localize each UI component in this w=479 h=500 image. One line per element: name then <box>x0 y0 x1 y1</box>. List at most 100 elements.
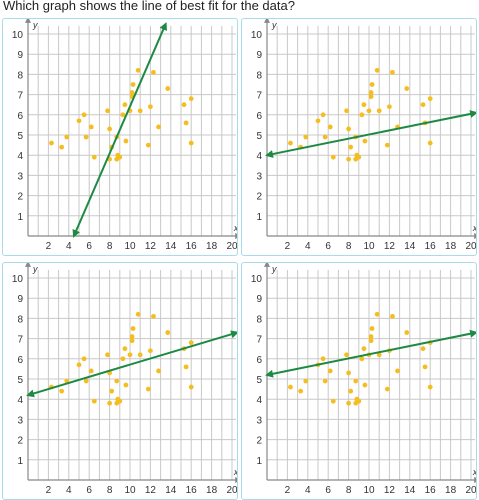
data-point <box>76 118 82 124</box>
data-point <box>420 346 426 352</box>
y-tick-label: 5 <box>256 131 262 142</box>
data-point <box>288 140 293 146</box>
data-point <box>183 364 189 370</box>
data-point <box>145 386 151 392</box>
data-point <box>130 82 136 87</box>
data-point <box>346 126 351 132</box>
data-point <box>359 112 365 118</box>
scatter-plot-1: 246810121416182012345678910xy <box>12 19 237 252</box>
data-point <box>129 334 135 339</box>
answer-choice-1[interactable]: 246810121416182012345678910xy <box>2 18 238 256</box>
answer-choice-2[interactable]: 246810121416182012345678910xy <box>241 18 477 256</box>
x-tick-label: 18 <box>206 485 218 496</box>
y-tick-label: 8 <box>17 70 23 81</box>
data-point <box>330 398 336 404</box>
data-point <box>123 138 129 144</box>
data-point <box>91 154 97 160</box>
data-point <box>320 356 326 362</box>
data-point <box>427 140 433 146</box>
data-point <box>362 138 368 144</box>
data-point <box>315 118 321 124</box>
data-point <box>369 82 375 87</box>
x-axis-label: x <box>233 223 237 233</box>
data-point <box>83 134 89 140</box>
y-tick-label: 8 <box>256 70 262 81</box>
y-tick-label: 3 <box>17 171 23 182</box>
data-point <box>181 102 187 108</box>
data-point <box>117 398 123 404</box>
x-tick-label: 14 <box>404 485 416 496</box>
x-tick-label: 2 <box>46 485 52 496</box>
data-point <box>427 384 433 390</box>
data-point <box>374 311 380 317</box>
data-point <box>346 400 351 406</box>
x-tick-label: 20 <box>226 241 237 252</box>
answer-choice-4[interactable]: 246810121416182012345678910xy <box>241 262 477 500</box>
data-point <box>374 67 380 73</box>
y-tick-label: 7 <box>256 335 262 346</box>
y-axis-label: y <box>32 264 38 274</box>
grid <box>28 269 237 480</box>
data-point <box>427 96 433 102</box>
data-point <box>105 352 110 358</box>
data-point <box>368 94 374 100</box>
data-point <box>59 144 65 150</box>
data-point <box>156 368 161 374</box>
data-point <box>137 108 143 114</box>
x-tick-label: 16 <box>425 241 437 252</box>
x-tick-label: 12 <box>145 241 157 252</box>
data-point <box>130 326 136 331</box>
x-tick-label: 6 <box>86 241 92 252</box>
data-point <box>346 156 351 162</box>
y-tick-label: 1 <box>256 212 262 223</box>
data-point <box>91 398 97 404</box>
data-point <box>322 134 328 140</box>
data-point <box>81 112 87 118</box>
data-point <box>49 140 54 146</box>
data-point <box>83 378 89 384</box>
x-tick-label: 16 <box>186 485 198 496</box>
y-tick-label: 10 <box>12 30 24 41</box>
x-tick-label: 2 <box>285 241 291 252</box>
y-axis-label: y <box>32 20 38 30</box>
data-point <box>165 86 171 91</box>
y-tick-label: 7 <box>256 91 262 102</box>
data-point <box>320 112 326 118</box>
data-point <box>353 378 359 384</box>
data-point <box>114 378 120 384</box>
data-point <box>59 388 65 394</box>
data-point <box>151 69 156 75</box>
x-tick-label: 20 <box>465 241 476 252</box>
data-point <box>288 384 293 390</box>
data-point <box>105 108 110 114</box>
data-point <box>151 313 156 319</box>
x-tick-label: 12 <box>384 485 396 496</box>
y-tick-label: 2 <box>17 436 23 447</box>
data-point <box>145 142 151 148</box>
x-axis-label: x <box>472 467 476 477</box>
x-tick-label: 20 <box>226 485 237 496</box>
y-tick-label: 6 <box>17 355 23 366</box>
y-tick-label: 2 <box>17 192 23 203</box>
data-point <box>420 102 426 108</box>
y-tick-label: 3 <box>17 415 23 426</box>
data-point <box>81 356 87 362</box>
y-tick-label: 1 <box>17 456 23 467</box>
data-point <box>107 400 112 406</box>
fit-line <box>72 22 167 238</box>
data-point <box>390 69 395 75</box>
y-tick-label: 5 <box>17 375 23 386</box>
x-tick-label: 8 <box>346 485 352 496</box>
data-point <box>384 142 390 148</box>
data-point <box>384 386 390 392</box>
x-tick-label: 10 <box>124 485 136 496</box>
answer-choice-3[interactable]: 246810121416182012345678910xy <box>2 262 238 500</box>
y-tick-label: 4 <box>256 151 262 162</box>
data-point <box>395 368 400 374</box>
data-point <box>422 364 428 370</box>
y-axis-label: y <box>271 20 277 30</box>
x-tick-label: 6 <box>325 485 331 496</box>
x-tick-label: 20 <box>465 485 476 496</box>
y-tick-label: 4 <box>17 395 23 406</box>
y-tick-label: 9 <box>256 294 262 305</box>
